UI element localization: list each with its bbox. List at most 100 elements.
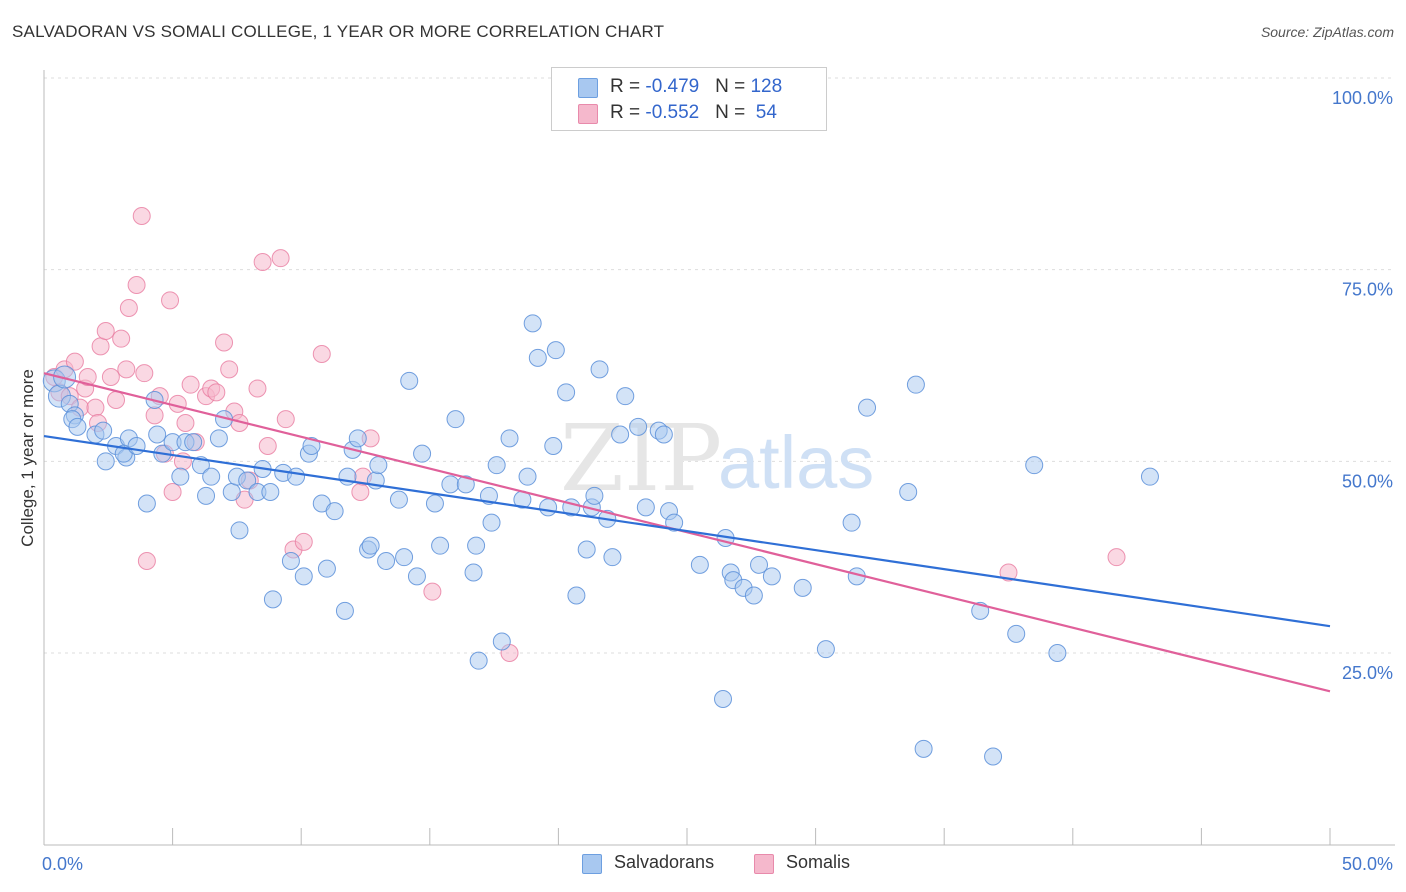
chart-title: SALVADORAN VS SOMALI COLLEGE, 1 YEAR OR …	[12, 22, 665, 41]
salvadoran-point	[127, 437, 146, 455]
salvadoran-point	[1025, 456, 1044, 475]
salvadoran-point	[487, 456, 506, 475]
legend-n-label: N =	[715, 102, 751, 123]
salvadoran-point	[446, 410, 465, 429]
somali-point	[294, 532, 313, 551]
salvadoran-point	[1048, 644, 1067, 662]
salvadoran-point	[467, 536, 486, 555]
somali-point	[207, 383, 226, 402]
watermark: ZIP atlas	[560, 405, 874, 512]
somali-point	[101, 368, 120, 386]
salvadoran-point	[539, 498, 558, 517]
salvadoran-point	[482, 513, 501, 532]
somali-point	[423, 582, 442, 601]
salvadoran-point	[585, 486, 604, 505]
salvadoran-point	[395, 548, 414, 567]
salvadoran-point	[603, 548, 622, 567]
salvadoran-point	[377, 552, 396, 570]
salvadoran-point	[348, 429, 367, 448]
salvadorans-trend-line	[43, 434, 1331, 628]
source-label: Source: ZipAtlas.com	[1260, 24, 1394, 40]
legend-swatch-somalis	[578, 104, 598, 124]
salvadoran-point	[369, 456, 388, 475]
salvadoran-point	[793, 578, 812, 597]
x-tick-label: 50.0%	[1342, 854, 1393, 874]
salvadoran-point	[407, 567, 426, 586]
somali-point	[999, 563, 1018, 582]
salvadoran-point	[263, 590, 282, 609]
legend-r-label: R =	[610, 76, 646, 97]
salvadoran-point	[222, 483, 241, 501]
somali-point	[176, 414, 195, 432]
series-label-somalis: Somalis	[786, 852, 851, 872]
salvadoran-point	[546, 341, 565, 360]
series-label-salvadorans: Salvadorans	[614, 852, 715, 872]
somali-point	[91, 337, 110, 356]
legend-swatch-salvadorans	[578, 78, 598, 98]
salvadorans-points	[42, 314, 1159, 766]
salvadoran-point	[137, 494, 156, 513]
salvadoran-point	[96, 452, 115, 471]
salvadoran-point	[171, 467, 190, 486]
salvadoran-point	[53, 365, 77, 389]
salvadoran-point	[1140, 467, 1159, 486]
somali-point	[107, 391, 126, 409]
somali-point	[119, 299, 138, 317]
somali-point	[1107, 548, 1126, 567]
salvadoran-point	[441, 475, 460, 494]
y-tick-label: 50.0%	[1342, 471, 1393, 491]
somali-point	[163, 483, 182, 501]
somali-point	[145, 406, 164, 425]
salvadoran-point	[750, 555, 769, 574]
legend-n-label: N =	[715, 76, 751, 97]
salvadoran-point	[654, 425, 673, 444]
salvadoran-point	[518, 467, 537, 486]
legend-r-label: R =	[610, 102, 646, 123]
salvadoran-point	[389, 490, 408, 509]
somali-point	[127, 276, 146, 294]
salvadoran-point	[425, 494, 444, 513]
salvadoran-point	[816, 640, 835, 659]
salvadoran-point	[68, 417, 87, 436]
somali-point	[248, 379, 267, 398]
y-tick-label: 100.0%	[1332, 88, 1393, 108]
tick-labels: 25.0% 50.0% 75.0% 100.0% 0.0% 50.0%	[42, 88, 1393, 874]
watermark-atlas: atlas	[718, 421, 874, 504]
salvadoran-point	[629, 417, 648, 436]
salvadoran-point	[238, 471, 257, 490]
somali-point	[220, 360, 239, 379]
somali-point	[351, 483, 370, 501]
salvadoran-point	[690, 555, 709, 574]
salvadoran-point	[335, 601, 354, 620]
salvadoran-point	[906, 375, 925, 394]
salvadoran-point	[302, 437, 321, 455]
salvadoran-point	[611, 425, 630, 444]
salvadoran-point	[577, 540, 596, 559]
salvadoran-point	[523, 314, 542, 333]
salvadoran-point	[590, 360, 609, 379]
trend-lines	[43, 372, 1331, 693]
correlation-legend: R = -0.479 N = 128 R = -0.552 N = 54	[551, 67, 827, 131]
y-axis-label: College, 1 year or more	[18, 369, 37, 547]
somali-point	[271, 249, 290, 268]
salvadoran-point	[899, 483, 918, 501]
salvadoran-point	[197, 486, 216, 505]
salvadoran-point	[744, 586, 763, 605]
salvadoran-point	[184, 433, 203, 452]
salvadoran-point	[317, 559, 336, 578]
somali-point	[117, 360, 136, 379]
salvadoran-point	[209, 429, 228, 448]
salvadoran-point	[492, 632, 511, 651]
somali-point	[312, 345, 331, 363]
salvadoran-point	[714, 690, 733, 708]
somalis-trend-line	[43, 372, 1331, 693]
salvadoran-point	[148, 425, 167, 444]
legend-n-value: 54	[750, 102, 777, 123]
salvadoran-point	[616, 387, 635, 406]
y-tick-label: 75.0%	[1342, 280, 1393, 300]
salvadoran-point	[287, 467, 306, 486]
somali-point	[181, 375, 200, 394]
legend-r-value: -0.552	[645, 102, 700, 123]
y-tick-label: 25.0%	[1342, 663, 1393, 683]
